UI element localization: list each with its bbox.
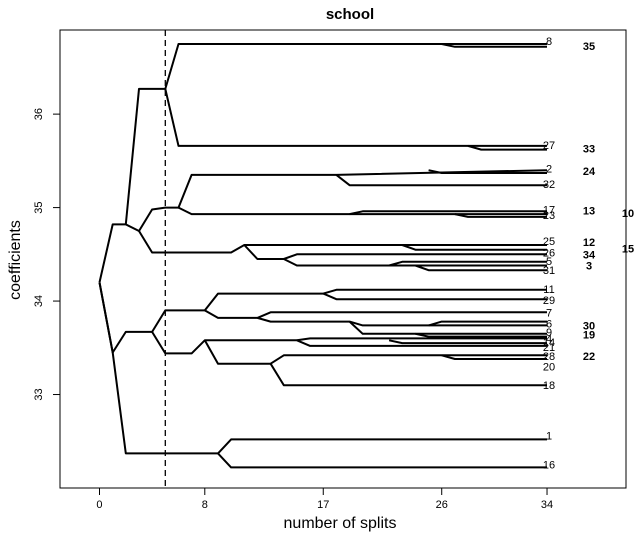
y-axis-label: coefficients <box>7 220 24 300</box>
leaf-label: 24 <box>583 166 596 178</box>
leaf-label: 11 <box>543 284 554 296</box>
leaf-label: 28 <box>543 351 555 363</box>
coefficient-path <box>388 260 547 267</box>
chart-title: school <box>326 6 374 23</box>
leaf-label: 25 <box>543 236 555 248</box>
y-tick-label: 36 <box>33 108 45 120</box>
leaf-label: 33 <box>583 144 595 156</box>
leaf-label: 32 <box>543 179 555 191</box>
coefficient-path <box>98 282 547 455</box>
leaf-label: 6 <box>546 318 552 330</box>
coefficient-path <box>441 354 547 360</box>
coefficient-path <box>441 43 547 48</box>
coefficient-path <box>164 88 547 147</box>
coefficient-path <box>178 206 547 216</box>
leaf-label: 7 <box>546 307 552 319</box>
coefficient-path <box>415 264 547 272</box>
leaf-label: 34 <box>583 249 596 261</box>
leaf-label: 35 <box>583 41 595 53</box>
x-axis-label: number of splits <box>284 515 397 532</box>
leaf-label: 20 <box>543 361 555 373</box>
leaf-label: 31 <box>543 265 555 277</box>
coefficient-path <box>454 213 547 218</box>
leaf-label: 9 <box>546 327 552 339</box>
coefficient-path <box>415 332 547 338</box>
leaf-label: 14 <box>543 337 555 349</box>
coefficient-path <box>217 452 547 469</box>
x-axis: 0 8 17 26 34 <box>96 487 553 511</box>
y-tick-label: 35 <box>33 201 45 213</box>
leaf-label: 19 <box>583 330 595 342</box>
y-tick-label: 34 <box>33 295 45 307</box>
x-tick-label: 17 <box>317 499 329 511</box>
coefficient-path <box>98 282 547 354</box>
y-axis: 33 34 35 36 <box>33 108 60 401</box>
coefficient-paths <box>98 30 548 488</box>
coefficient-path <box>428 320 547 327</box>
leaf-label: 13 <box>583 205 595 217</box>
x-tick-label: 34 <box>541 499 553 511</box>
coefficient-path <box>388 339 547 345</box>
coefficient-path <box>349 210 547 216</box>
leaf-label: 29 <box>543 295 555 307</box>
coefficient-path <box>467 144 547 151</box>
plot-frame <box>59 29 627 489</box>
leaf-label: 12 <box>583 237 595 249</box>
leaf-label: 30 <box>583 320 595 332</box>
leaf-label: 10 <box>622 208 634 220</box>
y-tick-label: 33 <box>33 388 45 400</box>
x-tick-label: 26 <box>436 499 448 511</box>
x-tick-label: 8 <box>202 499 208 511</box>
leaf-label: 27 <box>543 140 555 152</box>
coefficient-path <box>348 320 547 335</box>
leaf-label: 22 <box>583 351 595 363</box>
coefficient-path <box>204 309 547 319</box>
leaf-label: 26 <box>543 247 555 259</box>
coefficient-path <box>296 337 547 342</box>
coefficient-path <box>269 363 547 387</box>
coefficient-path <box>401 244 547 251</box>
leaf-label: 16 <box>543 460 555 472</box>
leaf-label: 8 <box>546 36 552 48</box>
coefficient-path <box>322 292 547 301</box>
leaf-label: 17 <box>543 204 555 216</box>
leaf-label: 3 <box>586 261 592 273</box>
x-tick-label: 0 <box>96 499 102 511</box>
leaf-label: 15 <box>622 244 634 256</box>
leaf-label: 1 <box>546 431 552 443</box>
coefficient-path <box>428 169 547 174</box>
leaf-label: 5 <box>546 256 552 268</box>
coefficient-path <box>98 43 547 283</box>
leaf-label: 4 <box>546 333 552 345</box>
leaf-label: 2 <box>546 163 552 175</box>
coefficient-path <box>335 174 547 187</box>
coefficient-path <box>138 230 547 254</box>
leaf-label: 23 <box>543 210 555 222</box>
leaf-label: 18 <box>543 380 555 392</box>
coefficient-path <box>125 169 548 232</box>
leaf-label: 21 <box>543 342 555 354</box>
coefficient-path <box>283 253 547 260</box>
